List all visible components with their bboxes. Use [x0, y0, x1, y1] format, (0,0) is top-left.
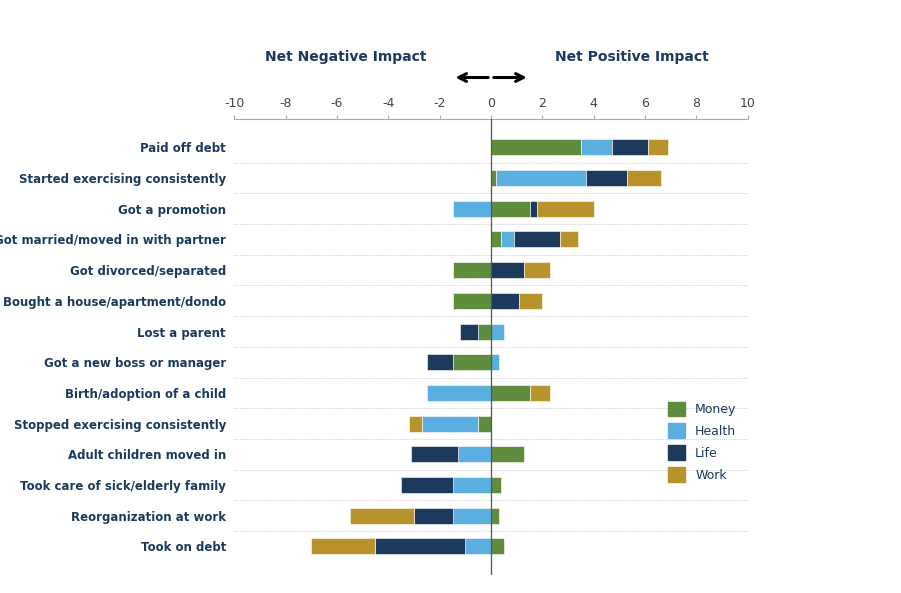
Bar [491, 354, 499, 370]
Bar [496, 170, 586, 186]
Bar [627, 170, 660, 186]
Bar [427, 385, 491, 401]
Bar [312, 538, 376, 554]
Text: Net Negative Impact: Net Negative Impact [266, 50, 427, 64]
Bar [586, 170, 627, 186]
Bar [581, 139, 612, 155]
Bar [458, 447, 491, 463]
Text: Net Positive Impact: Net Positive Impact [555, 50, 709, 64]
Bar [537, 201, 594, 216]
Bar [491, 477, 501, 493]
Bar [612, 139, 648, 155]
Bar [560, 231, 578, 247]
Bar [478, 324, 491, 340]
Bar [452, 354, 491, 370]
Bar [491, 170, 496, 186]
Bar [452, 477, 491, 493]
Bar [491, 324, 504, 340]
Bar [465, 538, 491, 554]
Bar [350, 508, 414, 524]
Bar [491, 293, 519, 309]
Bar [376, 538, 465, 554]
Bar [478, 416, 491, 432]
Bar [501, 231, 514, 247]
Bar [491, 538, 504, 554]
Bar [524, 262, 551, 278]
Legend: Money, Health, Life, Work: Money, Health, Life, Work [663, 397, 742, 487]
Bar [491, 201, 530, 216]
Bar [452, 508, 491, 524]
Bar [491, 385, 530, 401]
Bar [519, 293, 542, 309]
Bar [530, 201, 537, 216]
Bar [414, 508, 452, 524]
Bar [412, 447, 458, 463]
Bar [514, 231, 560, 247]
Bar [530, 385, 551, 401]
Bar [452, 262, 491, 278]
Bar [422, 416, 478, 432]
Bar [491, 139, 581, 155]
Bar [401, 477, 452, 493]
Bar [648, 139, 669, 155]
Bar [491, 231, 501, 247]
Bar [452, 201, 491, 216]
Bar [491, 447, 524, 463]
Bar [460, 324, 478, 340]
Bar [491, 508, 499, 524]
Bar [452, 293, 491, 309]
Bar [409, 416, 422, 432]
Bar [491, 262, 524, 278]
Bar [427, 354, 452, 370]
